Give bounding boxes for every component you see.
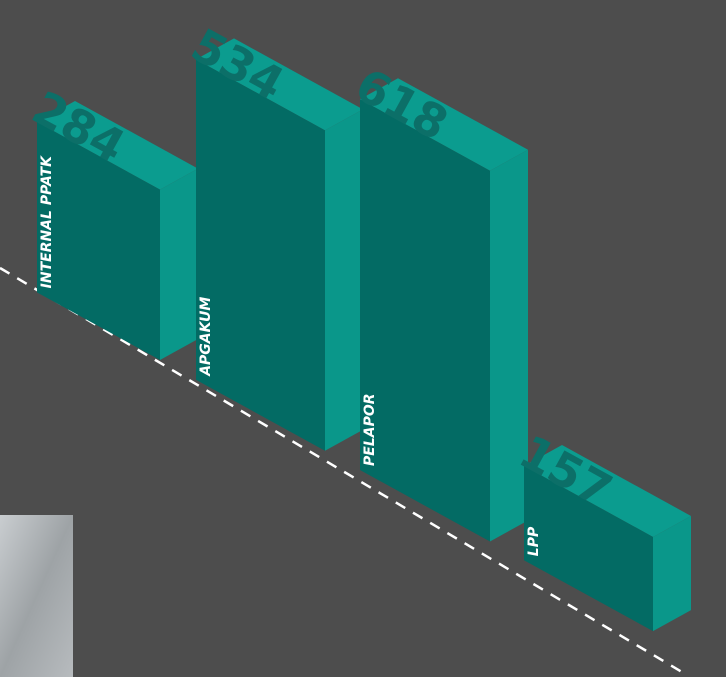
bar-side (160, 168, 198, 360)
bar (196, 59, 325, 451)
bar-top (37, 100, 198, 190)
category-label: APGAKUM (198, 297, 214, 377)
category-label: INTERNAL PPATK (39, 155, 55, 288)
bar-top (360, 78, 528, 171)
bar-top (524, 445, 691, 537)
bar (524, 466, 653, 632)
photo-thumbnail (0, 515, 73, 677)
category-label: PELAPOR (362, 393, 378, 466)
bar (37, 121, 160, 360)
category-label: LPP (526, 526, 542, 556)
bar-top (196, 38, 363, 131)
bar-side (490, 149, 528, 542)
bar (360, 99, 490, 542)
baseline (0, 266, 683, 674)
bar-side (653, 515, 691, 632)
bar-side (325, 109, 363, 451)
